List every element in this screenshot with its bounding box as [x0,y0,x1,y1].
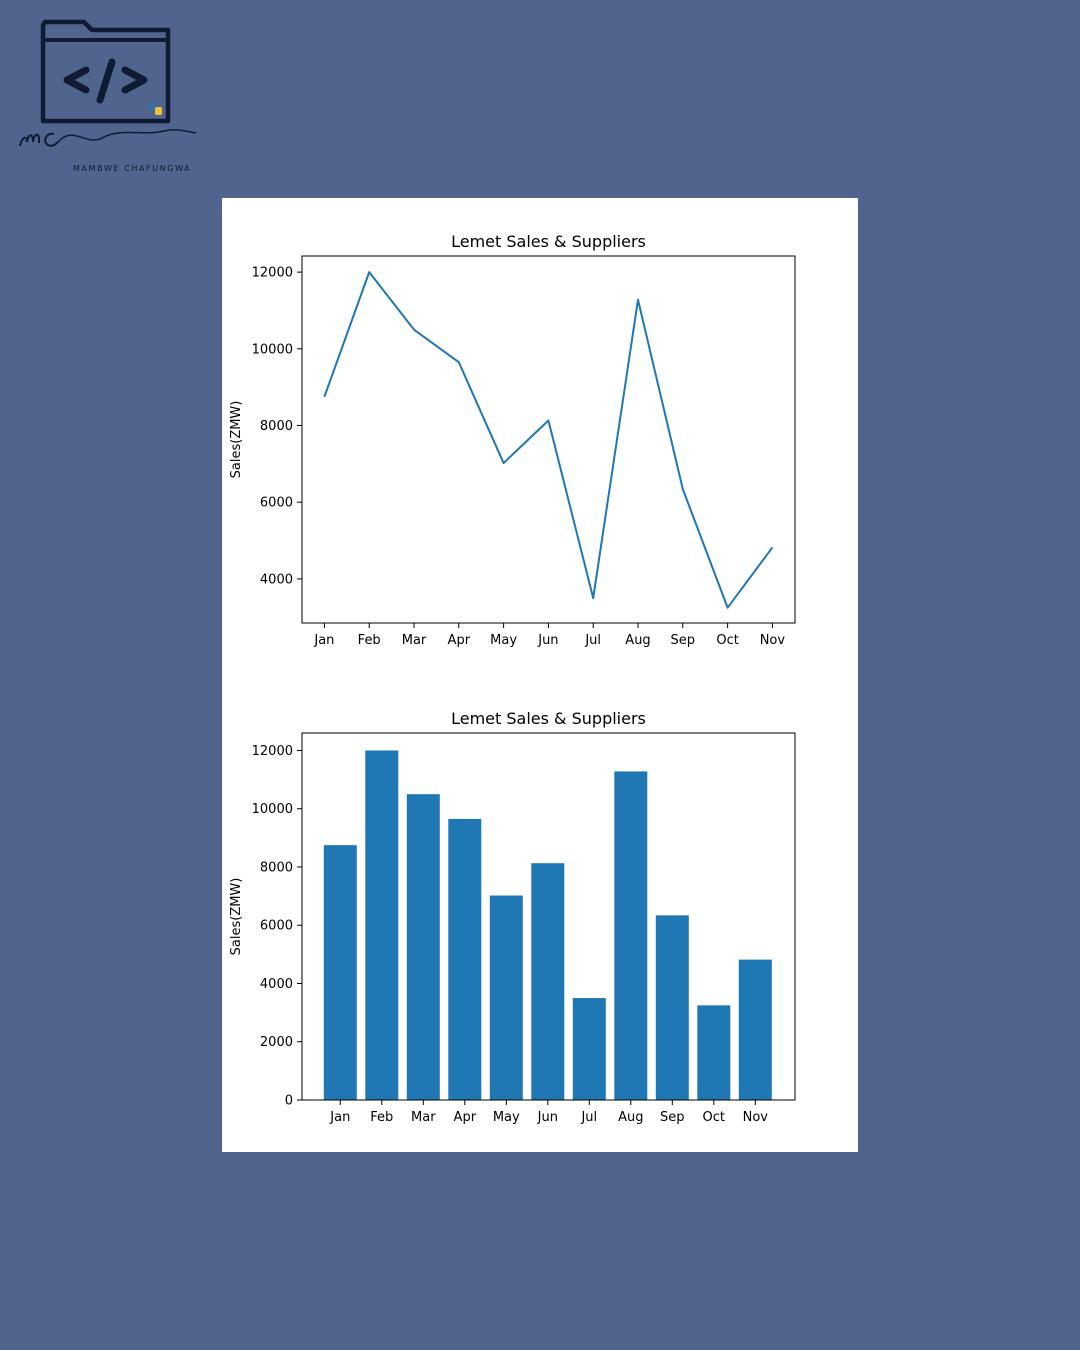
chart-title: Lemet Sales & Suppliers [451,232,646,251]
bar-jun [531,863,565,1100]
bar-jan [323,845,357,1100]
x-tick-label: Sep [660,1110,685,1125]
x-tick-label: Jul [580,1110,597,1125]
y-tick-label: 10000 [252,342,293,357]
x-tick-label: Oct [716,633,738,648]
x-tick-label: Apr [448,633,471,648]
y-tick-label: 4000 [260,572,293,587]
bar-aug [614,771,648,1100]
bar-oct [697,1005,731,1100]
x-tick-label: Jul [584,633,601,648]
y-axis-label: Sales(ZMW) [229,401,244,479]
plot-frame [301,732,796,1101]
x-tick-label: Apr [454,1110,477,1125]
y-tick-label: 8000 [260,419,293,434]
y-tick-label: 12000 [252,266,293,281]
x-tick-label: Jan [329,1110,350,1125]
x-tick-label: Aug [618,1110,643,1125]
bar-sep [655,915,689,1100]
x-tick-label: Feb [358,633,381,648]
x-tick-label: May [490,633,517,648]
chart-figure: Lemet Sales & Suppliers Sales(ZMW) 4000 600… [222,198,858,1152]
x-tick-label: Jun [537,1110,558,1125]
y-axis-label: Sales(ZMW) [229,878,244,956]
bar-feb [365,750,399,1100]
y-tick-label: 2000 [260,1035,293,1050]
x-tick-label: Nov [743,1110,769,1125]
bar-may [489,895,523,1100]
chart-title: Lemet Sales & Suppliers [451,709,646,728]
y-tick-label: 6000 [260,919,293,934]
x-tick-label: Mar [411,1110,436,1125]
x-tick-label: May [493,1110,520,1125]
y-tick-label: 10000 [252,802,293,817]
folder-code-icon [19,19,197,147]
x-tick-label: Oct [703,1110,725,1125]
y-tick-label: 8000 [260,860,293,875]
bar-apr [448,818,482,1100]
bar-nov [738,959,772,1100]
x-tick-label: Nov [760,633,786,648]
y-tick-label: 4000 [260,977,293,992]
y-tick-label: 6000 [260,496,293,511]
x-tick-label: Mar [402,633,427,648]
sales-line [323,271,774,609]
y-tick-label: 0 [285,1094,293,1109]
plot-frame [301,255,796,624]
bar-mar [406,794,440,1100]
bar-jul [572,998,606,1100]
x-tick-label: Jan [313,633,334,648]
brand-name: MAMBWE CHAFUNGWA [73,164,192,173]
x-tick-label: Sep [671,633,696,648]
y-tick-label: 12000 [252,744,293,759]
brand-logo: MAMBWE CHAFUNGWA [14,18,200,173]
x-tick-label: Jun [537,633,558,648]
x-tick-label: Aug [625,633,650,648]
chart-canvas: Lemet Sales & Suppliers Sales(ZMW) 4000 600… [229,232,796,1125]
x-tick-label: Feb [370,1110,393,1125]
